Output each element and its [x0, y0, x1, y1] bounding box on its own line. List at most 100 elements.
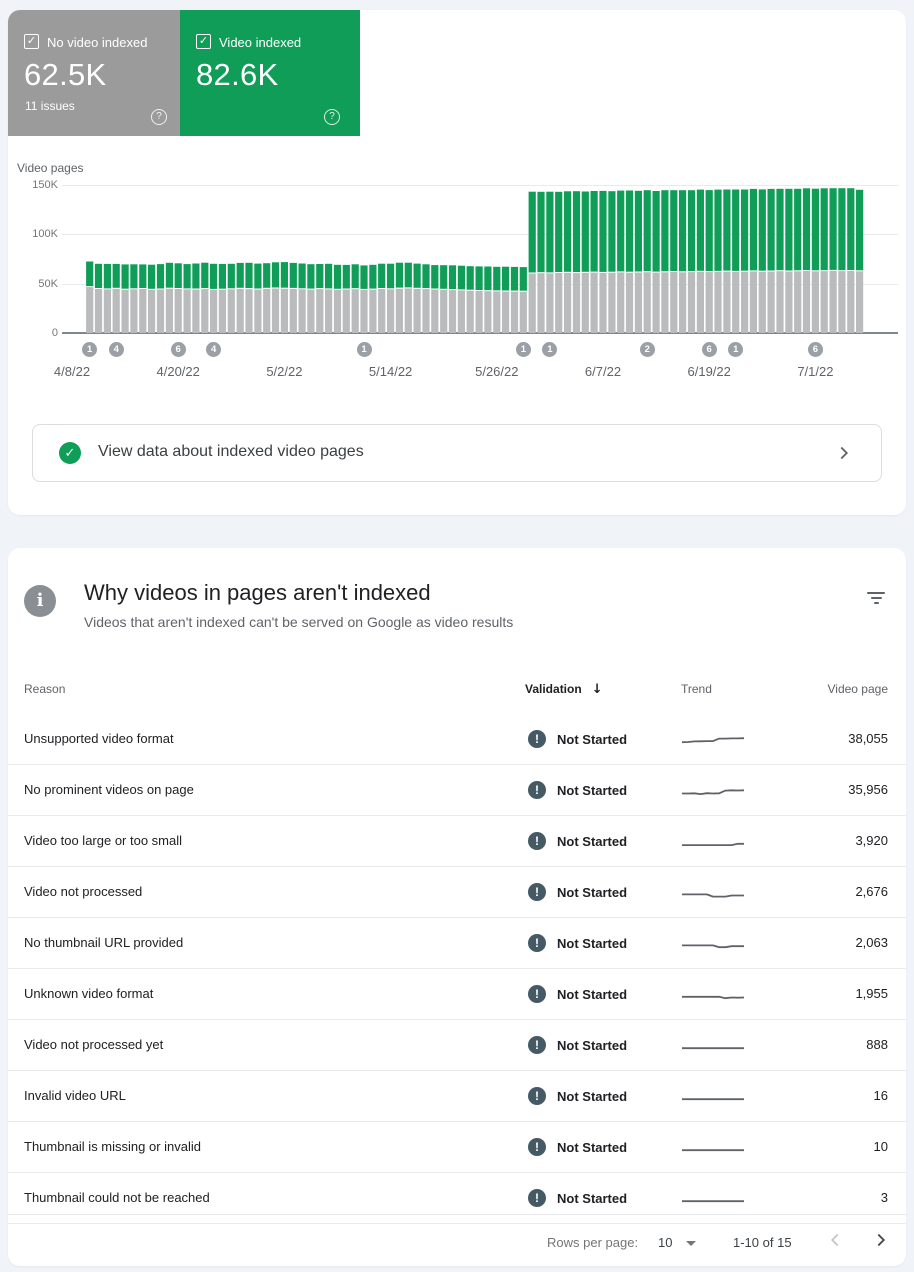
table-row[interactable]: No prominent videos on page! Not Started 3…: [8, 765, 906, 816]
stat-card-no-video-indexed[interactable]: ✓ No video indexed 62.5K 11 issues ?: [8, 10, 180, 136]
chart-gridline: [62, 332, 898, 334]
trend-sparkline: [680, 779, 746, 801]
trend-sparkline: [680, 983, 746, 1005]
trend-sparkline: [680, 881, 746, 903]
reason-cell: No thumbnail URL provided: [24, 935, 184, 950]
trend-sparkline: [680, 830, 746, 852]
not-started-icon: !: [528, 832, 546, 850]
validation-status: Not Started: [557, 732, 628, 747]
trend-sparkline: [680, 1136, 746, 1158]
reason-cell: Invalid video URL: [24, 1088, 126, 1103]
table-row[interactable]: Unknown video format! Not Started 1,955: [8, 969, 906, 1020]
previous-page-button[interactable]: [824, 1229, 846, 1251]
validation-status: Not Started: [557, 1038, 628, 1053]
view-indexed-data-banner[interactable]: ✓ View data about indexed video pages: [32, 424, 882, 482]
table-pagination: Rows per page: 10 1-10 of 15: [8, 1214, 906, 1267]
not-started-icon: !: [528, 1036, 546, 1054]
checkbox-checked-icon[interactable]: ✓: [24, 34, 39, 49]
video-page-count: 2,063: [855, 935, 888, 950]
chart-gridline: [62, 185, 898, 186]
issue-marker-badge[interactable]: 1: [356, 342, 372, 357]
reason-cell: Unsupported video format: [24, 731, 174, 746]
x-axis-date-label: 6/19/22: [687, 364, 731, 379]
not-started-icon: !: [528, 1087, 546, 1105]
issue-marker-badge[interactable]: 4: [108, 342, 124, 357]
issue-marker-badge[interactable]: 6: [807, 342, 823, 357]
reason-cell: Thumbnail is missing or invalid: [24, 1139, 202, 1154]
video-page-count: 35,956: [848, 782, 888, 797]
column-header-video-page: Video page: [827, 682, 888, 696]
validation-status: Not Started: [557, 1140, 628, 1155]
table-row[interactable]: Video not processed! Not Started 2,676: [8, 867, 906, 918]
video-page-count: 1,955: [855, 986, 888, 1001]
not-started-icon: !: [528, 781, 546, 799]
x-axis-date-label: 6/7/22: [584, 364, 622, 379]
filter-icon[interactable]: [866, 592, 886, 608]
table-header: Reason Validation ↓ Trend Video page: [8, 668, 906, 715]
video-page-count: 16: [873, 1088, 888, 1103]
issue-marker-badge[interactable]: 6: [701, 342, 717, 357]
stat-value: 62.5K: [24, 57, 107, 92]
trend-sparkline: [680, 932, 746, 954]
help-icon[interactable]: ?: [324, 109, 340, 125]
issue-marker-badge[interactable]: 1: [82, 342, 98, 357]
issue-marker-badge[interactable]: 1: [728, 342, 744, 357]
validation-status: Not Started: [557, 783, 628, 798]
column-header-validation-sort[interactable]: Validation ↓: [525, 682, 603, 697]
table-row[interactable]: No thumbnail URL provided! Not Started 2,0…: [8, 918, 906, 969]
issue-marker-badge[interactable]: 4: [206, 342, 222, 357]
y-axis-tick-label: 0: [51, 327, 58, 339]
y-axis-tick-label: 150K: [32, 179, 58, 191]
chart-gridline: [62, 234, 898, 236]
not-started-icon: !: [528, 1138, 546, 1156]
video-page-count: 888: [866, 1037, 888, 1052]
issue-marker-badge[interactable]: 6: [170, 342, 186, 357]
not-started-icon: !: [528, 883, 546, 901]
column-header-trend: Trend: [681, 682, 712, 696]
validation-status: Not Started: [557, 885, 628, 900]
section-title: Why videos in pages aren't indexed: [84, 580, 431, 605]
issue-marker-badge[interactable]: 2: [639, 342, 655, 357]
validation-status: Not Started: [557, 936, 628, 951]
reason-cell: Video too large or too small: [24, 833, 183, 848]
check-circle-icon: ✓: [59, 442, 81, 464]
not-started-icon: !: [528, 985, 546, 1003]
video-page-count: 38,055: [848, 731, 888, 746]
x-axis-date-label: 5/26/22: [475, 364, 519, 379]
table-row[interactable]: Video not processed yet! Not Started 888: [8, 1020, 906, 1071]
pagination-range: 1-10 of 15: [733, 1235, 792, 1250]
validation-status: Not Started: [557, 987, 628, 1002]
table-row[interactable]: Unsupported video format! Not Started 38,0…: [8, 714, 906, 765]
reason-cell: Unknown video format: [24, 986, 154, 1001]
table-row[interactable]: Thumbnail could not be reached! Not Start…: [8, 1173, 906, 1224]
x-axis-date-label: 5/2/22: [266, 364, 303, 379]
checkbox-checked-icon[interactable]: ✓: [196, 34, 211, 49]
stat-issues-count: 11 issues: [25, 99, 75, 113]
x-axis-date-label: 7/1/22: [797, 364, 834, 379]
table-row[interactable]: Video too large or too small! Not Started…: [8, 816, 906, 867]
table-row[interactable]: Invalid video URL! Not Started 16: [8, 1071, 906, 1122]
not-started-icon: !: [528, 934, 546, 952]
rows-per-page-label: Rows per page:: [547, 1235, 639, 1250]
not-started-icon: !: [528, 1189, 546, 1207]
issue-marker-badge[interactable]: 1: [515, 342, 531, 357]
reason-cell: Video not processed yet: [24, 1037, 164, 1052]
chevron-right-icon[interactable]: [833, 442, 855, 464]
help-icon[interactable]: ?: [151, 109, 167, 125]
y-axis-tick-label: 100K: [32, 228, 58, 241]
dropdown-caret-icon[interactable]: [686, 1241, 696, 1246]
issue-marker-badge[interactable]: 1: [542, 342, 558, 357]
issues-table-body: Unsupported video format! Not Started 38,0…: [8, 714, 906, 1224]
y-axis-tick-label: 50K: [38, 277, 58, 290]
x-axis-date-label: 5/14/22: [368, 364, 413, 379]
video-page-count: 2,676: [855, 884, 888, 899]
video-indexing-chart-card: ✓ No video indexed 62.5K 11 issues ? ✓ V…: [8, 10, 906, 515]
validation-status: Not Started: [557, 1089, 628, 1104]
reason-cell: No prominent videos on page: [24, 782, 194, 797]
table-row[interactable]: Thumbnail is missing or invalid! Not Star…: [8, 1122, 906, 1173]
stat-card-video-indexed[interactable]: ✓ Video indexed 82.6K ?: [180, 10, 360, 136]
x-axis-date-label: 4/20/22: [156, 364, 200, 379]
rows-per-page-select[interactable]: 10: [658, 1235, 673, 1250]
next-page-button[interactable]: [870, 1229, 892, 1251]
video-page-count: 3,920: [855, 833, 888, 848]
